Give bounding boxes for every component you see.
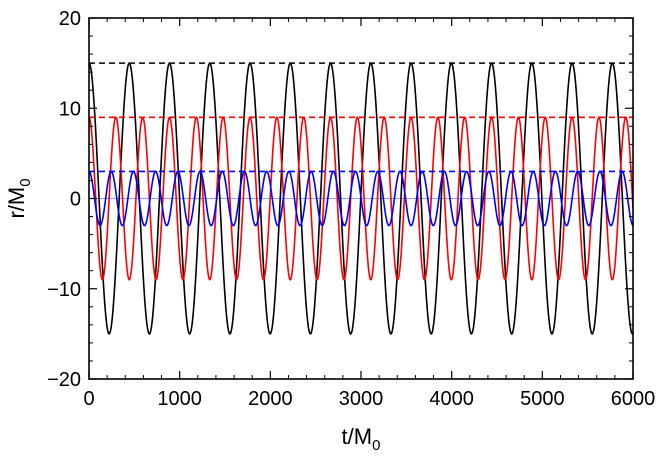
series-2-oscillation <box>89 170 633 227</box>
x-tick-label: 0 <box>83 388 94 410</box>
x-axis-label-subscript: 0 <box>372 437 380 454</box>
x-tick-label: 1000 <box>157 388 202 410</box>
y-tick-label: 10 <box>59 98 81 120</box>
x-tick-label: 6000 <box>611 388 656 410</box>
y-axis-label: r/M0 <box>4 178 34 218</box>
y-tick-label: 0 <box>70 189 81 211</box>
y-tick-label: −20 <box>47 369 81 391</box>
y-tick-label: 20 <box>59 8 81 30</box>
y-tick-label: −10 <box>47 279 81 301</box>
x-tick-label: 2000 <box>248 388 293 410</box>
x-axis-label-main: t/M <box>342 424 373 449</box>
ticks-layer: 0 1000 2000 3000 4000 5000 6000 −20 −10 0 10 20 <box>47 8 655 410</box>
x-tick-label: 5000 <box>520 388 565 410</box>
y-axis-label-subscript: 0 <box>17 178 34 186</box>
y-axis-label-main: r/M <box>4 187 29 219</box>
series-1-oscillation <box>89 116 633 281</box>
series-layer <box>89 62 633 335</box>
x-tick-label: 4000 <box>429 388 474 410</box>
x-tick-label: 3000 <box>339 388 384 410</box>
x-axis-label: t/M0 <box>342 424 381 454</box>
